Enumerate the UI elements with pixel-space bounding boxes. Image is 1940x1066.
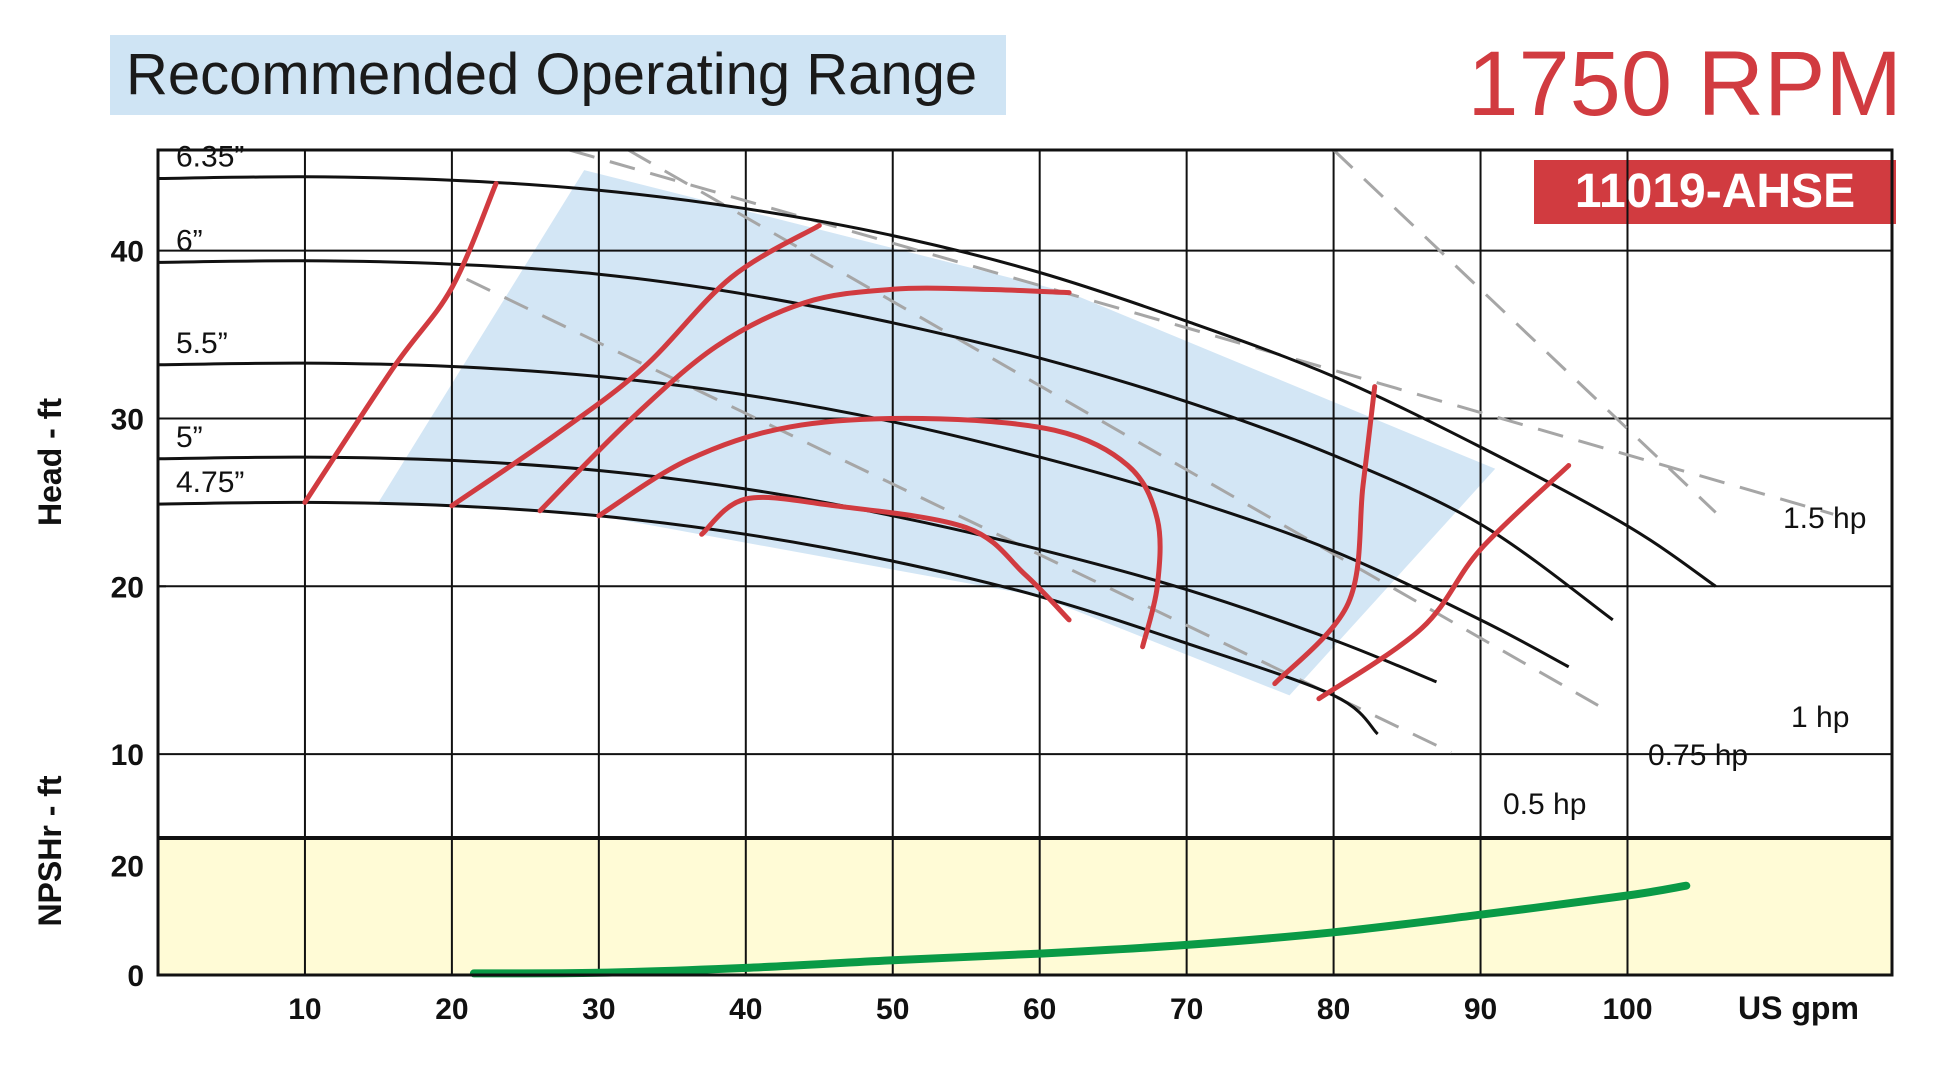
x-tick-40: 40 (729, 993, 762, 1026)
npsh-tick-20: 20 (111, 850, 144, 883)
impeller-label-1: 6” (176, 224, 203, 257)
npsh-curve (469, 881, 1691, 978)
hp-label-1: 1 hp (1791, 701, 1849, 734)
impeller-curve-3 (157, 455, 1438, 684)
hp-label-2: 0.75 hp (1648, 739, 1748, 772)
hp-label-0: 1.5 hp (1783, 502, 1866, 535)
efficiency-contour-2 (537, 285, 1072, 514)
efficiency-contour-3 (596, 415, 1163, 650)
y-tick-labels: 10 20 30 40 0 20 (111, 236, 144, 993)
title-background (110, 35, 1006, 115)
impeller-curve-0 (157, 175, 1717, 588)
impeller-label-0: 6.35” (176, 141, 244, 174)
rpm-label: 1750 RPM (1467, 33, 1902, 135)
impeller-curves (157, 175, 1717, 736)
efficiency-contour-4 (699, 494, 1072, 623)
head-tick-30: 30 (111, 403, 144, 436)
impeller-label-4: 4.75” (176, 466, 244, 499)
npsh-tick-0: 0 (127, 960, 144, 993)
efficiency-contours (302, 181, 1572, 702)
impeller-curve-1 (157, 259, 1614, 622)
hp-line-3 (465, 277, 1452, 754)
efficiency-contour-0 (302, 181, 499, 505)
x-tick-10: 10 (288, 993, 321, 1026)
x-tick-90: 90 (1464, 993, 1497, 1026)
head-tick-40: 40 (111, 236, 144, 269)
hp-line-0 (569, 148, 1834, 516)
efficiency-contour-6 (1316, 463, 1572, 702)
x-tick-20: 20 (435, 993, 468, 1026)
x-tick-50: 50 (876, 993, 909, 1026)
x-tick-70: 70 (1170, 993, 1203, 1026)
efficiency-contour-1 (449, 223, 822, 509)
curve-labels: 6.35” 6” 5.5” 5” 4.75” 1.5 hp 1 hp 0.75 hp 0.5 h… (176, 141, 1866, 821)
impeller-label-3: 5” (176, 421, 203, 454)
model-badge: 11019-AHSE (1534, 160, 1896, 224)
head-tick-20: 20 (111, 571, 144, 604)
x-tick-30: 30 (582, 993, 615, 1026)
npsh-axis-label: NPSHr - ft (32, 775, 68, 926)
x-tick-100: 100 (1602, 993, 1652, 1026)
x-tick-60: 60 (1023, 993, 1056, 1026)
x-tick-labels: 10 20 30 40 50 60 70 80 90 100 (288, 993, 1652, 1026)
chart-title: Recommended Operating Range (126, 42, 978, 107)
efficiency-contour-5 (1272, 384, 1378, 687)
head-axis-label: Head - ft (32, 398, 68, 526)
impeller-curve-4 (157, 500, 1379, 736)
x-tick-80: 80 (1317, 993, 1350, 1026)
head-tick-10: 10 (111, 739, 144, 772)
impeller-label-2: 5.5” (176, 327, 228, 360)
hp-label-3: 0.5 hp (1503, 788, 1586, 821)
horizontal-gridlines (158, 249, 1892, 756)
hp-line-1 (1332, 148, 1717, 514)
x-axis-label: US gpm (1738, 990, 1859, 1026)
plot-frame (156, 148, 1894, 977)
